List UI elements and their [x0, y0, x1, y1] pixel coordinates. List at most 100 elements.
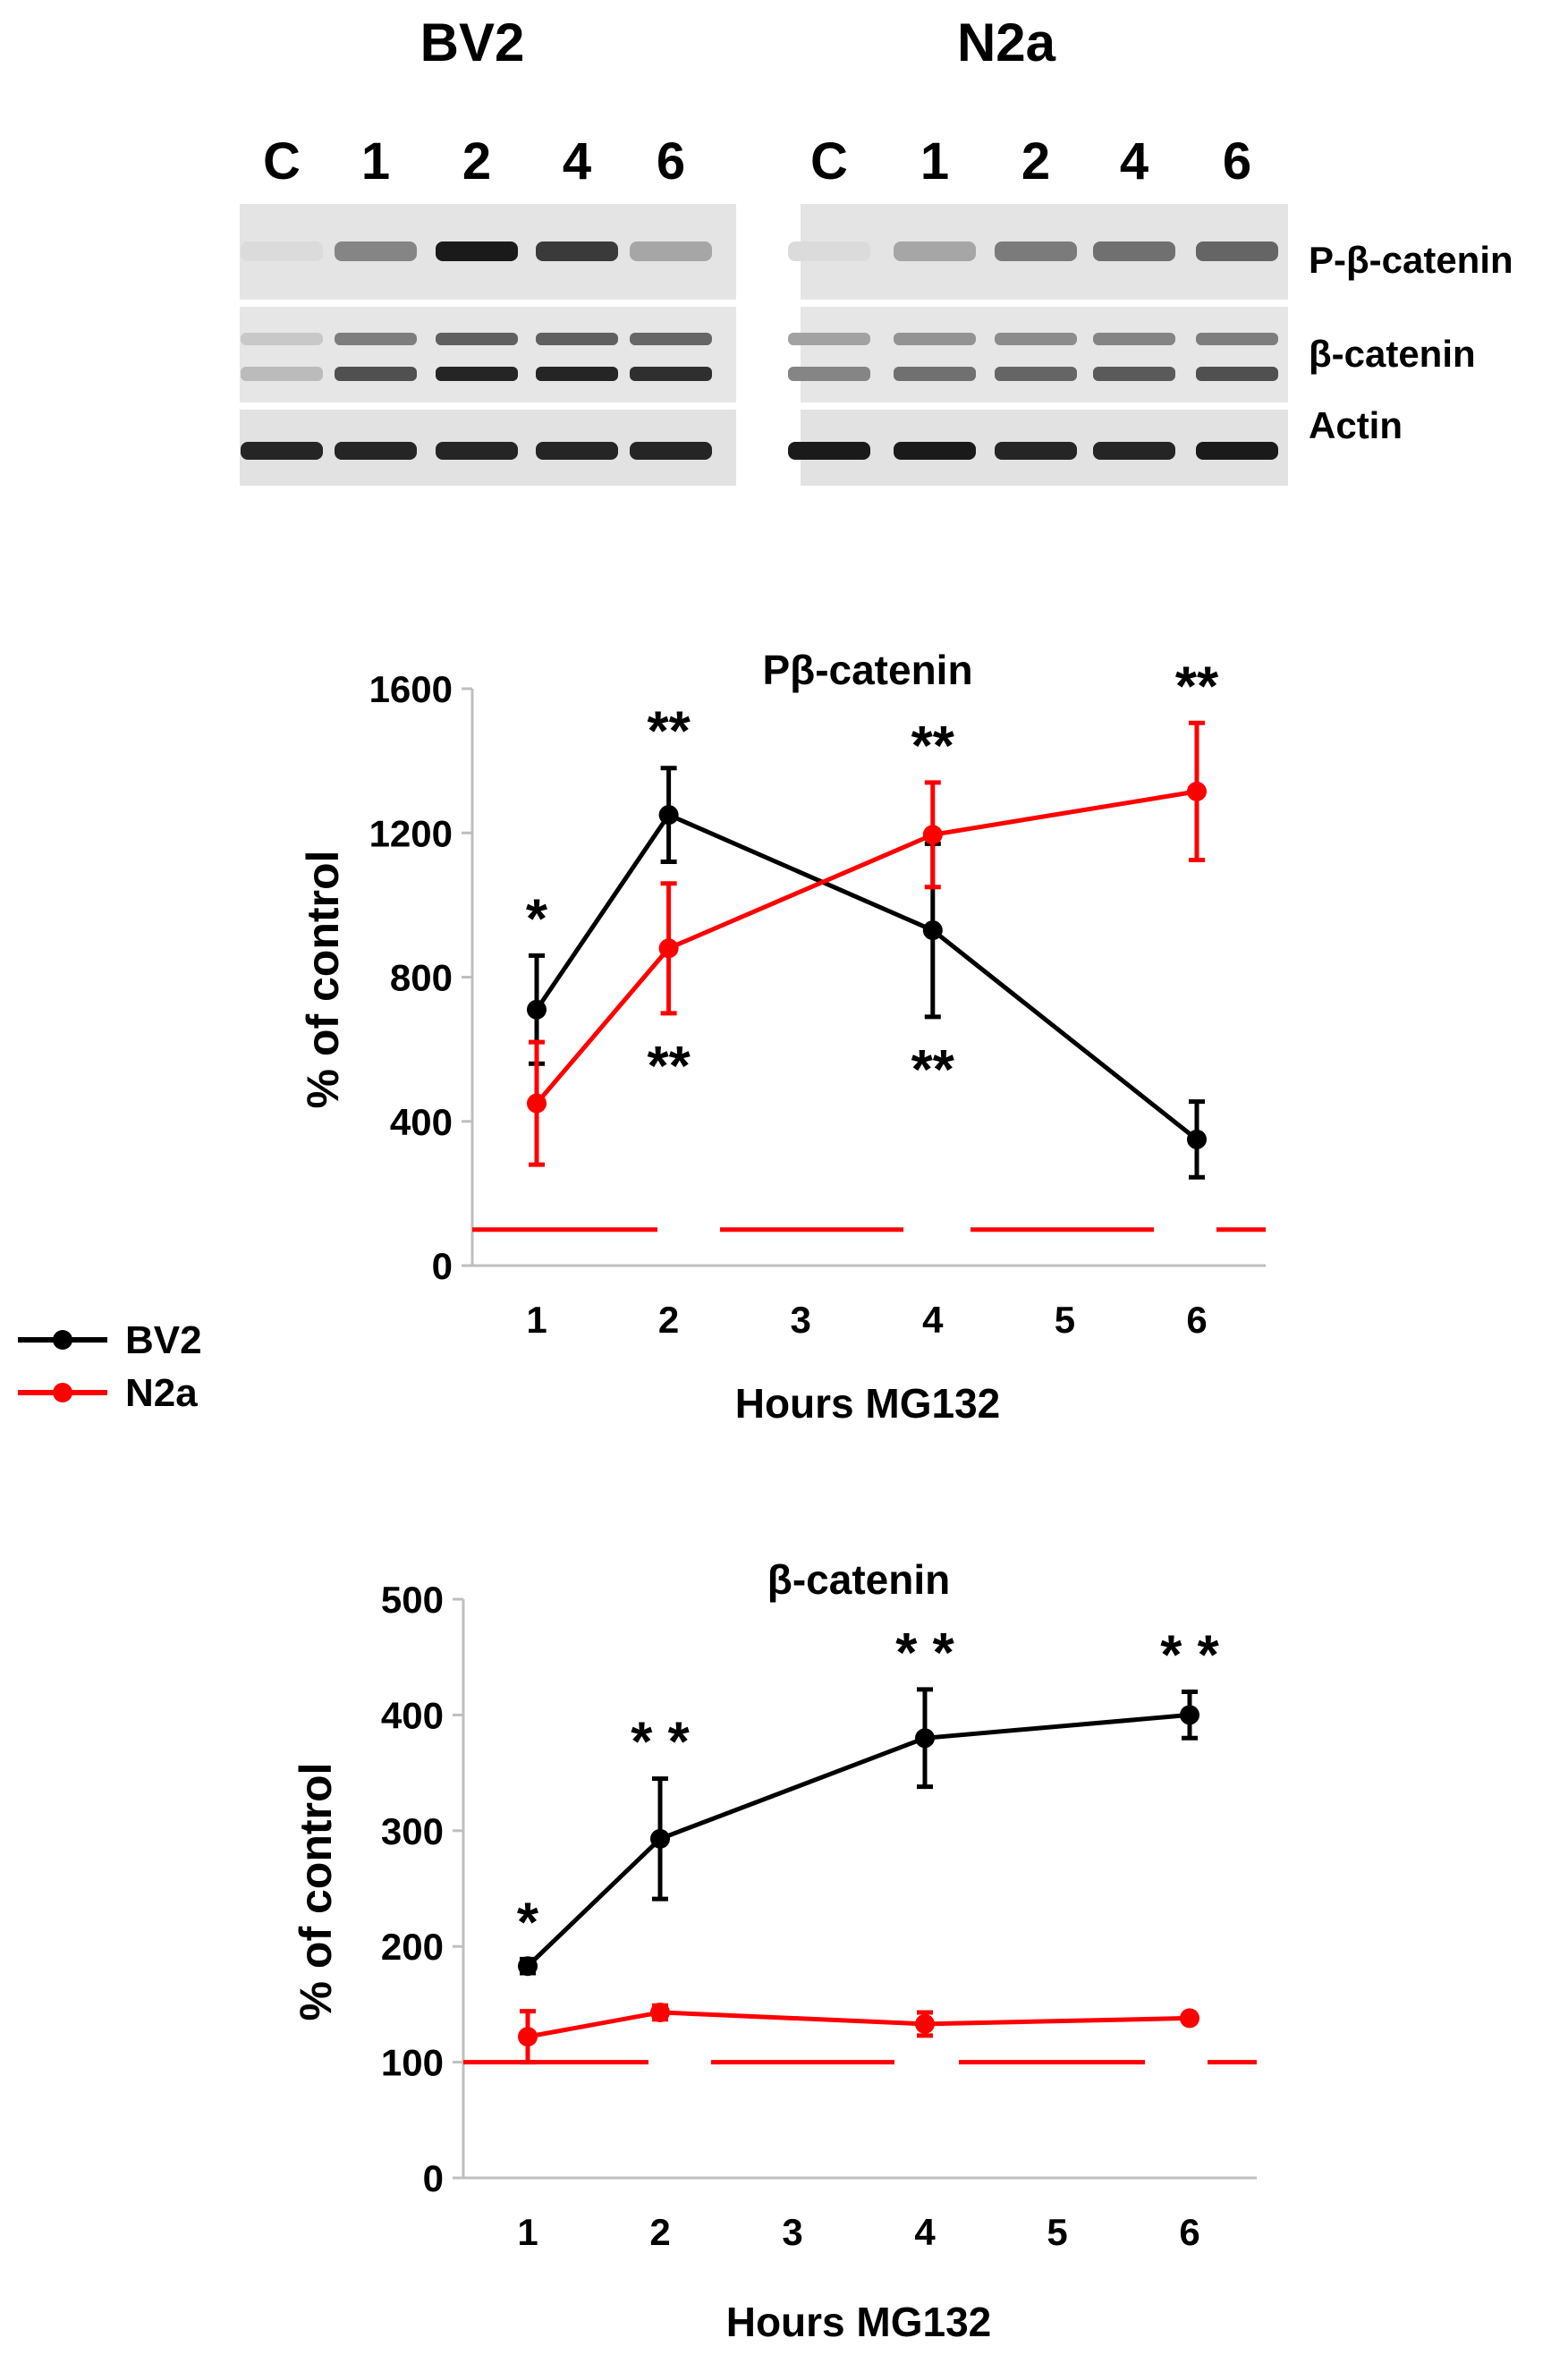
series-line-n2a — [527, 2010, 1191, 2039]
legend-marker-n2a — [53, 1383, 72, 1402]
y-tick-label: 200 — [381, 1926, 444, 1968]
y-tick-label: 1600 — [369, 668, 453, 710]
band-p-beta-catenin — [1196, 241, 1278, 261]
y-tick-label: 400 — [381, 1694, 444, 1736]
data-point-n2a — [658, 938, 679, 959]
band-beta-catenin-lower — [536, 367, 618, 381]
data-point-n2a — [1187, 781, 1207, 801]
lane-label: 1 — [361, 132, 390, 191]
x-tick-label: 2 — [649, 2211, 670, 2253]
band-beta-catenin-upper — [894, 333, 976, 345]
lane-label: 6 — [1223, 132, 1251, 191]
blot-figure: BV2 C 1 2 4 6 N2a C 1 2 4 6 P-β-catenin … — [240, 13, 1513, 486]
data-point-bv2 — [922, 920, 943, 941]
band-beta-catenin-lower — [995, 367, 1077, 381]
legend-marker-bv2 — [53, 1330, 72, 1350]
band-actin — [241, 442, 323, 460]
chart-beta-catenin: β-catenin % of control Hours MG132 0 100 2… — [291, 1556, 1257, 2345]
blot-row-label-beta-catenin: β-catenin — [1309, 333, 1476, 375]
data-point-bv2 — [1187, 1129, 1207, 1149]
band-beta-catenin-upper — [630, 333, 712, 345]
band-actin — [894, 442, 976, 460]
significance-marker: ** — [911, 716, 955, 777]
band-beta-catenin-lower — [788, 367, 870, 381]
x-tick-label: 3 — [782, 2211, 802, 2253]
chart-title: β-catenin — [767, 1556, 950, 1603]
band-beta-catenin-upper — [995, 333, 1077, 345]
series-line-n2a — [535, 789, 1198, 1105]
x-tick-label: 1 — [526, 1299, 547, 1341]
y-tick-label: 400 — [390, 1101, 453, 1143]
band-actin — [630, 442, 712, 460]
band-actin — [436, 442, 518, 460]
significance-marker: ** — [1175, 656, 1219, 717]
lane-label: C — [810, 132, 848, 191]
band-beta-catenin-upper — [241, 333, 323, 345]
data-point-n2a — [527, 1093, 547, 1114]
band-actin — [1093, 442, 1175, 460]
x-tick-label: 4 — [914, 2211, 936, 2253]
band-beta-catenin-upper — [788, 333, 870, 345]
lane-label: C — [263, 132, 301, 191]
data-point-bv2 — [658, 805, 679, 826]
band-beta-catenin-upper — [436, 333, 518, 345]
band-p-beta-catenin — [436, 241, 518, 261]
band-p-beta-catenin — [1093, 241, 1175, 261]
x-tick-label: 3 — [791, 1299, 811, 1341]
blot-row-label-actin: Actin — [1309, 404, 1403, 446]
blot-title-n2a: N2a — [957, 13, 1056, 72]
band-p-beta-catenin — [788, 241, 870, 261]
blot-strip-beta-catenin — [240, 307, 736, 402]
y-tick-label: 100 — [381, 2042, 444, 2084]
legend: BV2 N2a — [18, 1318, 202, 1415]
data-point-bv2 — [1180, 1705, 1199, 1725]
band-actin — [1196, 442, 1278, 460]
data-point-n2a — [650, 2002, 670, 2022]
data-point-n2a — [915, 2013, 935, 2034]
y-tick-label: 800 — [390, 957, 453, 999]
x-tick-label: 4 — [922, 1299, 944, 1341]
y-tick-label: 500 — [381, 1579, 444, 1621]
lane-label: 2 — [462, 132, 491, 191]
x-tick-label: 6 — [1186, 1299, 1207, 1341]
band-beta-catenin-upper — [1196, 333, 1278, 345]
series-line-bv2 — [534, 811, 1199, 1141]
band-beta-catenin-upper — [536, 333, 618, 345]
blot-row-label-p-beta-catenin: P-β-catenin — [1309, 239, 1513, 281]
band-actin — [995, 442, 1077, 460]
band-p-beta-catenin — [536, 241, 618, 261]
lane-label: 4 — [563, 132, 591, 191]
blot-panel-n2a: N2a C 1 2 4 6 — [788, 13, 1288, 486]
significance-marker: * * — [631, 1712, 690, 1774]
band-p-beta-catenin — [335, 241, 417, 261]
significance-marker: ** — [911, 1039, 955, 1101]
data-point-bv2 — [518, 1956, 538, 1977]
x-tick-label: 5 — [1047, 2211, 1067, 2253]
data-point-n2a — [922, 825, 943, 845]
band-beta-catenin-lower — [1196, 367, 1278, 381]
x-axis-label: Hours MG132 — [735, 1380, 1001, 1427]
data-point-bv2 — [650, 1828, 670, 1849]
data-point-n2a — [1180, 2008, 1199, 2029]
band-beta-catenin-lower — [436, 367, 518, 381]
y-tick-label: 1200 — [369, 812, 453, 854]
band-beta-catenin-lower — [1093, 367, 1175, 381]
y-axis-label: % of control — [291, 1763, 341, 2021]
y-axis-label: % of control — [298, 851, 348, 1109]
band-beta-catenin-upper — [1093, 333, 1175, 345]
x-tick-label: 1 — [517, 2211, 538, 2253]
chart-title: Pβ-catenin — [762, 647, 972, 693]
band-p-beta-catenin — [995, 241, 1077, 261]
legend-item-n2a: N2a — [18, 1371, 198, 1415]
blot-panel-bv2: BV2 C 1 2 4 6 — [240, 13, 736, 486]
band-beta-catenin-lower — [335, 367, 417, 381]
significance-marker: * — [517, 1892, 539, 1953]
data-point-bv2 — [527, 999, 547, 1020]
significance-marker: ** — [647, 1036, 691, 1097]
band-actin — [335, 442, 417, 460]
data-point-bv2 — [915, 1728, 935, 1749]
x-tick-label: 2 — [658, 1299, 679, 1341]
legend-label-bv2: BV2 — [125, 1318, 202, 1362]
band-p-beta-catenin — [241, 241, 323, 261]
significance-marker: * — [526, 888, 548, 950]
